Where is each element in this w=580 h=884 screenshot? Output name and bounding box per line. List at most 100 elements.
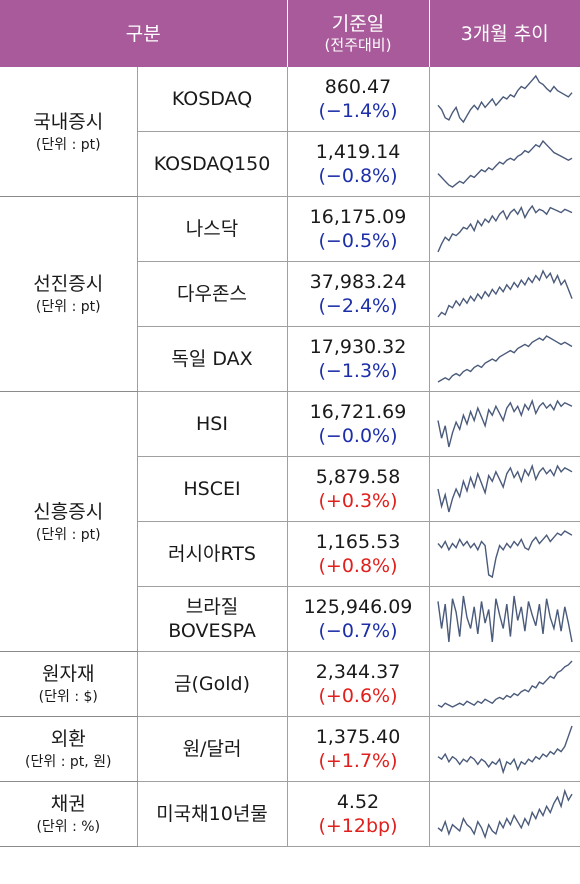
group-name: 채권: [50, 793, 86, 815]
group-name: 선진증시: [33, 273, 104, 295]
index-name-cell: 미국채10년물: [137, 781, 288, 847]
sparkline-chart: [437, 463, 573, 513]
group-unit: (단위 : $): [38, 689, 98, 705]
index-value: 2,344.37: [315, 661, 401, 683]
index-name-cell: KOSDAQ150: [137, 131, 288, 197]
sparkline-line: [437, 269, 573, 318]
trend-cell: [429, 261, 580, 327]
sparkline-line: [437, 788, 573, 840]
group-cell: 외환 (단위 : pt, 원): [0, 716, 138, 782]
index-name-cell: 러시아RTS: [137, 521, 288, 587]
group-name: 외환: [50, 728, 86, 750]
index-name-cell: 금(Gold): [137, 651, 288, 717]
index-value: 16,721.69: [309, 401, 407, 423]
index-name-cell: 브라질 BOVESPA: [137, 586, 288, 652]
index-name: KOSDAQ150: [153, 153, 271, 175]
table-row: 다우존스 37,983.24 (−2.4%): [0, 261, 580, 327]
index-value: 16,175.09: [309, 206, 407, 228]
sparkline-line: [437, 725, 573, 775]
group-unit: (단위 : pt, 원): [25, 754, 112, 770]
weekly-change: (−0.5%): [318, 230, 398, 252]
sparkline-chart: [437, 660, 573, 708]
index-name-cell: HSCEI: [137, 456, 288, 522]
weekly-change: (−2.4%): [318, 295, 398, 317]
group-cell: 채권 (단위 : %): [0, 781, 138, 847]
group-cell: 국내증시 (단위 : pt): [0, 67, 138, 197]
trend-cell: [429, 521, 580, 587]
index-value: 125,946.09: [303, 596, 413, 618]
sparkline-chart: [437, 204, 573, 253]
value-cell: 1,165.53 (+0.8%): [287, 521, 430, 587]
weekly-change: (+0.6%): [318, 685, 398, 707]
index-name: 브라질 BOVESPA: [168, 596, 256, 642]
table-row: 원자재 (단위 : $) 금(Gold) 2,344.37 (+0.6%): [0, 651, 580, 717]
index-value: 4.52: [336, 791, 380, 813]
header-trend: 3개월 추이: [429, 0, 580, 67]
trend-cell: [429, 131, 580, 197]
index-name: 다우존스: [177, 283, 247, 305]
index-value: 5,879.58: [315, 466, 401, 488]
trend-cell: [429, 456, 580, 522]
value-cell: 125,946.09 (−0.7%): [287, 586, 430, 652]
sparkline-line: [437, 463, 573, 513]
index-name: HSCEI: [183, 478, 241, 500]
header-category: 구분: [0, 0, 288, 67]
market-summary-table: 구분 기준일 (전주대비) 3개월 추이 국내증시 (단위 : pt) KOSDAQ…: [0, 0, 580, 847]
weekly-change: (−0.0%): [318, 425, 398, 447]
index-value: 17,930.32: [309, 336, 407, 358]
index-value: 1,419.14: [315, 141, 401, 163]
table-row: 채권 (단위 : %) 미국채10년물 4.52 (+12bp): [0, 781, 580, 847]
value-cell: 37,983.24 (−2.4%): [287, 261, 430, 327]
sparkline-line: [437, 139, 573, 188]
group-unit: (단위 : pt): [35, 526, 101, 543]
group-cell: 원자재 (단위 : $): [0, 651, 138, 717]
value-cell: 16,175.09 (−0.5%): [287, 196, 430, 262]
sparkline-chart: [437, 530, 573, 579]
value-cell: 1,419.14 (−0.8%): [287, 131, 430, 197]
group-name: 원자재: [42, 663, 95, 685]
sparkline-line: [437, 335, 573, 383]
sparkline-chart: [437, 269, 573, 318]
index-name-cell: KOSDAQ: [137, 67, 288, 132]
sparkline-line: [437, 398, 573, 448]
group-name: 국내증시: [33, 110, 104, 133]
weekly-change: (−1.3%): [318, 360, 398, 382]
header-base-date-label: 기준일: [331, 12, 385, 35]
weekly-change: (−1.4%): [318, 100, 398, 122]
index-name: HSI: [196, 413, 228, 435]
group-cell: 신흥증시 (단위 : pt): [0, 391, 138, 652]
value-cell: 860.47 (−1.4%): [287, 67, 430, 132]
trend-cell: [429, 781, 580, 847]
index-name: 원/달러: [182, 738, 242, 760]
value-cell: 5,879.58 (+0.3%): [287, 456, 430, 522]
trend-cell: [429, 716, 580, 782]
table-row: 외환 (단위 : pt, 원) 원/달러 1,375.40 (+1.7%): [0, 716, 580, 782]
weekly-change: (−0.8%): [318, 165, 398, 187]
index-name-cell: 원/달러: [137, 716, 288, 782]
group-unit: (단위 : pt): [35, 136, 101, 153]
index-value: 37,983.24: [309, 271, 407, 293]
trend-cell: [429, 196, 580, 262]
trend-cell: [429, 651, 580, 717]
sparkline-chart: [437, 725, 573, 775]
index-name: KOSDAQ: [171, 88, 253, 110]
table-body: 국내증시 (단위 : pt) KOSDAQ 860.47 (−1.4%) KOSDAQ15…: [0, 67, 580, 847]
value-cell: 17,930.32 (−1.3%): [287, 326, 430, 392]
trend-cell: [429, 67, 580, 132]
index-name-cell: 독일 DAX: [137, 326, 288, 392]
table-row: 선진증시 (단위 : pt) 나스닥 16,175.09 (−0.5%): [0, 196, 580, 392]
header-row: 구분 기준일 (전주대비) 3개월 추이: [0, 0, 580, 67]
trend-cell: [429, 326, 580, 392]
sparkline-line: [437, 660, 573, 708]
weekly-change: (+1.7%): [318, 750, 398, 772]
trend-cell: [429, 391, 580, 457]
group-unit: (단위 : %): [36, 819, 101, 835]
sparkline-chart: [437, 788, 573, 840]
index-name: 나스닥: [185, 218, 239, 240]
index-value: 860.47: [324, 76, 392, 98]
index-value: 1,165.53: [315, 531, 401, 553]
sparkline-line: [437, 530, 573, 579]
index-name: 금(Gold): [174, 673, 250, 695]
table-row: 독일 DAX 17,930.32 (−1.3%): [0, 326, 580, 392]
sparkline-chart: [437, 335, 573, 383]
